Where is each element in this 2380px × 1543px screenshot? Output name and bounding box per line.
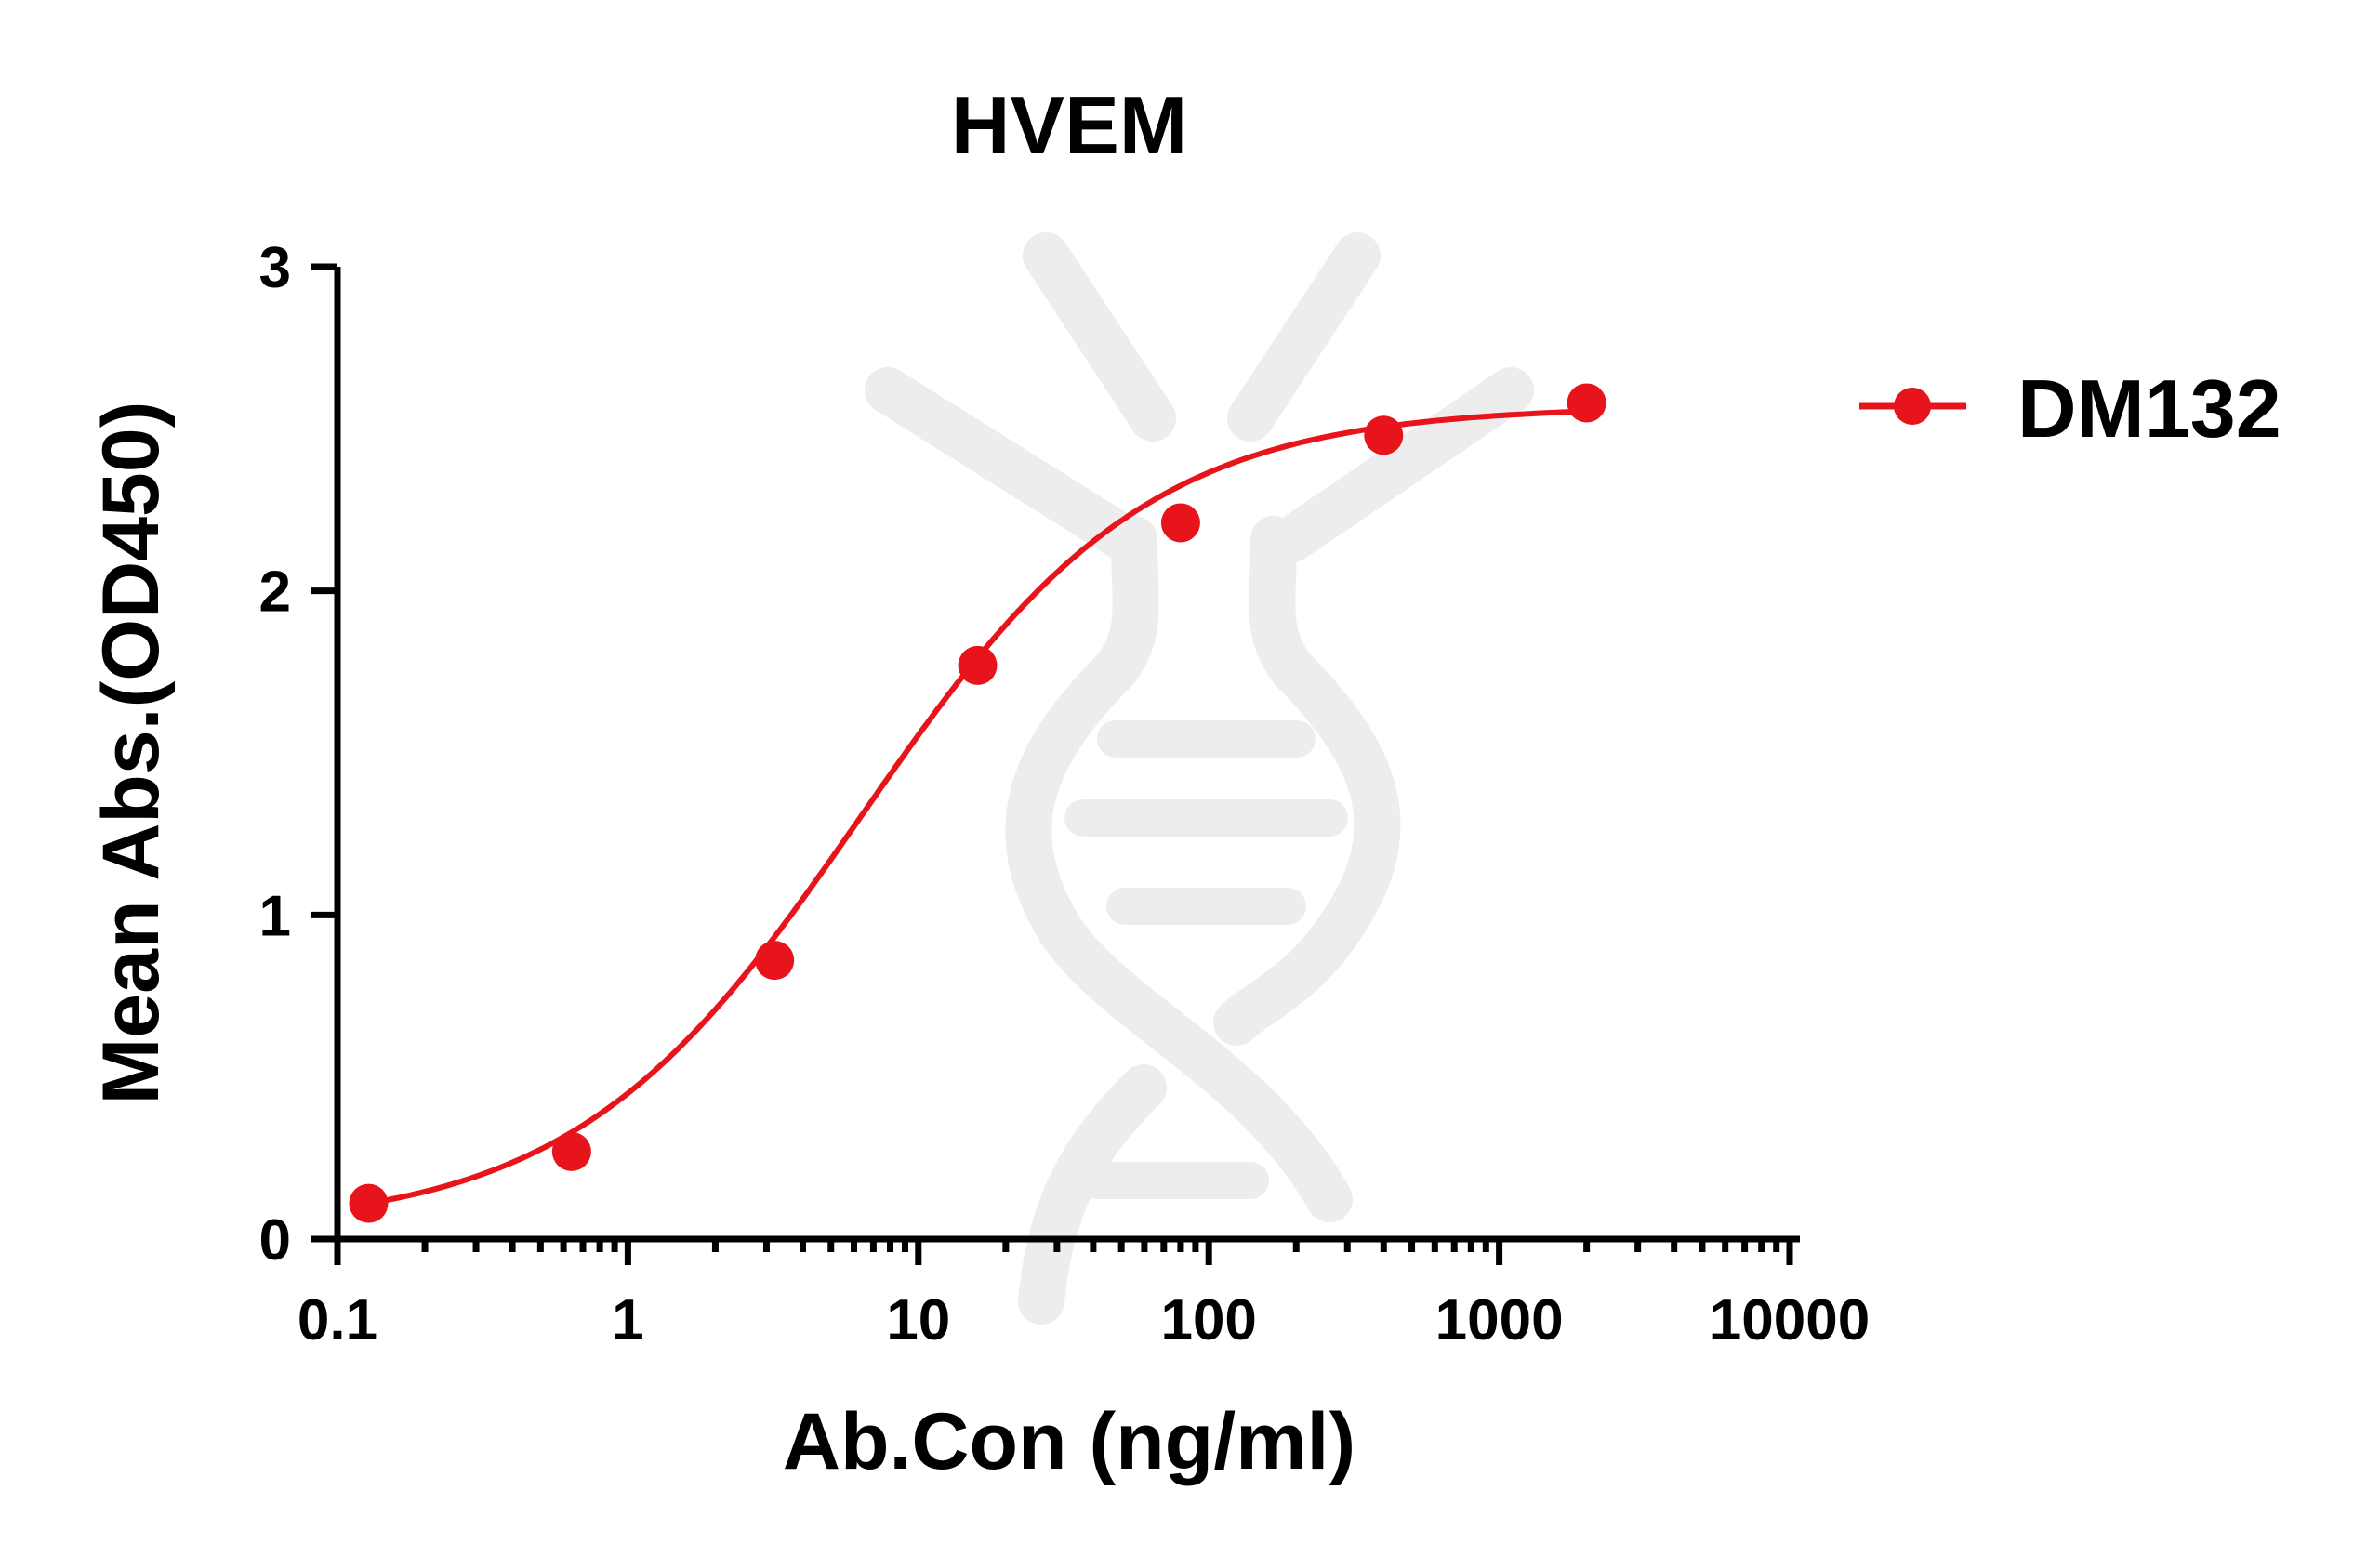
y-tick-label: 2 xyxy=(259,560,291,625)
legend-label-dm132: DM132 xyxy=(2017,363,2281,455)
y-ticks: 0 1 2 3 xyxy=(259,236,337,1273)
x-tick-label: 1000 xyxy=(1435,1288,1564,1352)
data-point xyxy=(349,1183,389,1223)
y-axis-label: Mean Abs.(OD450) xyxy=(86,402,176,1105)
x-tick-label: 1 xyxy=(612,1288,643,1352)
data-point xyxy=(1364,415,1404,455)
watermark-logo xyxy=(865,232,1534,1325)
y-tick-label: 0 xyxy=(259,1208,291,1273)
legend-marker xyxy=(1894,388,1931,425)
x-axis-label: Ab.Con (ng/ml) xyxy=(783,1397,1355,1486)
fit-curve xyxy=(368,408,1587,1207)
plot-series xyxy=(349,383,1606,1223)
x-tick-label: 100 xyxy=(1160,1288,1256,1352)
x-tick-label: 0.1 xyxy=(298,1288,377,1352)
data-point xyxy=(958,645,998,685)
data-point xyxy=(1160,503,1200,543)
x-axis: 0.1 1 10 100 1000 10000 xyxy=(298,1235,1870,1352)
x-tick-label: 10 xyxy=(886,1288,950,1352)
chart-title: HVEM xyxy=(951,79,1187,171)
x-tick-label: 10000 xyxy=(1710,1288,1870,1352)
legend: DM132 xyxy=(1859,363,2281,455)
data-point xyxy=(551,1131,591,1171)
x-ticks: 0.1 1 10 100 1000 10000 xyxy=(298,1239,1870,1352)
y-tick-label: 3 xyxy=(259,236,291,300)
y-tick-label: 1 xyxy=(259,884,291,948)
y-axis: 0 1 2 3 xyxy=(259,236,341,1273)
data-point xyxy=(755,941,795,981)
data-point xyxy=(1567,383,1606,423)
